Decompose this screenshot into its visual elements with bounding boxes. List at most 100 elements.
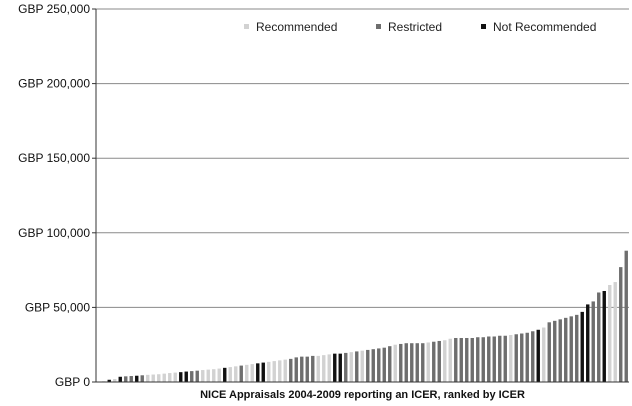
bar bbox=[399, 343, 403, 382]
bar bbox=[465, 337, 469, 382]
bar bbox=[195, 370, 199, 382]
bar bbox=[393, 344, 397, 382]
bar bbox=[580, 311, 584, 382]
bar bbox=[498, 335, 502, 382]
bar bbox=[129, 376, 133, 382]
bar bbox=[168, 373, 172, 382]
bar bbox=[107, 379, 111, 382]
bar bbox=[311, 355, 315, 382]
bar bbox=[322, 355, 326, 382]
bar bbox=[349, 352, 353, 382]
y-tick-label: GBP 50,000 bbox=[25, 300, 90, 314]
bar bbox=[426, 342, 430, 382]
y-tick-label: GBP 150,000 bbox=[18, 151, 90, 165]
legend-swatch bbox=[481, 24, 486, 29]
legend-swatch bbox=[376, 24, 381, 29]
bar bbox=[294, 357, 298, 382]
bar bbox=[245, 364, 249, 382]
bar bbox=[366, 349, 370, 382]
y-tick-label: GBP 250,000 bbox=[18, 2, 90, 16]
bar bbox=[520, 333, 524, 382]
bar bbox=[558, 319, 562, 382]
bar bbox=[437, 340, 441, 382]
bar bbox=[536, 329, 540, 382]
bar bbox=[525, 332, 529, 382]
bar bbox=[300, 356, 304, 382]
legend-label: Recommended bbox=[256, 20, 337, 34]
bar bbox=[250, 364, 254, 382]
bar bbox=[608, 285, 612, 382]
y-tick-label: GBP 0 bbox=[55, 375, 90, 389]
bar bbox=[173, 372, 177, 382]
bar bbox=[228, 367, 232, 382]
legend-label: Restricted bbox=[388, 20, 442, 34]
bar bbox=[223, 367, 227, 382]
bar bbox=[481, 337, 485, 382]
bar bbox=[569, 316, 573, 382]
bar bbox=[591, 301, 595, 382]
bar bbox=[162, 373, 166, 382]
bar bbox=[454, 337, 458, 382]
bar bbox=[239, 365, 243, 382]
bar bbox=[140, 375, 144, 382]
bar bbox=[135, 375, 139, 382]
bar bbox=[613, 282, 617, 382]
bar bbox=[305, 356, 309, 382]
bar bbox=[124, 376, 128, 382]
bar bbox=[289, 358, 293, 382]
bar bbox=[382, 347, 386, 382]
bars bbox=[102, 250, 628, 382]
bar bbox=[190, 371, 194, 382]
bar bbox=[470, 337, 474, 382]
bar bbox=[492, 336, 496, 382]
bar bbox=[564, 317, 568, 382]
bar bbox=[503, 335, 507, 382]
bar bbox=[410, 343, 414, 382]
bar bbox=[542, 327, 546, 382]
bar bbox=[448, 338, 452, 382]
bar bbox=[547, 322, 551, 382]
bar bbox=[553, 320, 557, 382]
bar bbox=[597, 292, 601, 382]
bar bbox=[327, 354, 331, 382]
bar bbox=[118, 376, 122, 382]
bar bbox=[619, 267, 623, 382]
bar bbox=[531, 331, 535, 382]
bar bbox=[404, 343, 408, 382]
bar bbox=[333, 353, 337, 382]
bar bbox=[388, 346, 392, 382]
bar bbox=[212, 369, 216, 382]
bar bbox=[338, 353, 342, 382]
bar bbox=[278, 360, 282, 382]
bar bbox=[487, 336, 491, 382]
bar bbox=[421, 343, 425, 382]
bar bbox=[432, 341, 436, 382]
bar bbox=[283, 359, 287, 382]
y-tick-label: GBP 200,000 bbox=[18, 77, 90, 91]
bar bbox=[624, 250, 628, 382]
bar bbox=[256, 363, 260, 382]
bar bbox=[344, 352, 348, 382]
bar bbox=[206, 369, 210, 382]
x-axis-label: NICE Appraisals 2004-2009 reporting an I… bbox=[200, 389, 525, 401]
bar bbox=[179, 372, 183, 382]
bar bbox=[377, 348, 381, 382]
bar bbox=[234, 366, 238, 382]
legend-swatch bbox=[244, 24, 249, 29]
bar bbox=[459, 337, 463, 382]
bar bbox=[371, 349, 375, 382]
legend-label: Not Recommended bbox=[493, 20, 596, 34]
legend: Recommended Restricted Not Recommended bbox=[244, 20, 596, 34]
bar bbox=[184, 371, 188, 382]
bar bbox=[360, 350, 364, 382]
bar bbox=[415, 343, 419, 382]
bar bbox=[586, 304, 590, 382]
bar bbox=[514, 334, 518, 382]
bar bbox=[443, 340, 447, 382]
bar bbox=[509, 335, 513, 382]
bar bbox=[146, 374, 150, 382]
bar bbox=[261, 362, 265, 382]
bar bbox=[602, 290, 606, 382]
bar bbox=[217, 368, 221, 382]
